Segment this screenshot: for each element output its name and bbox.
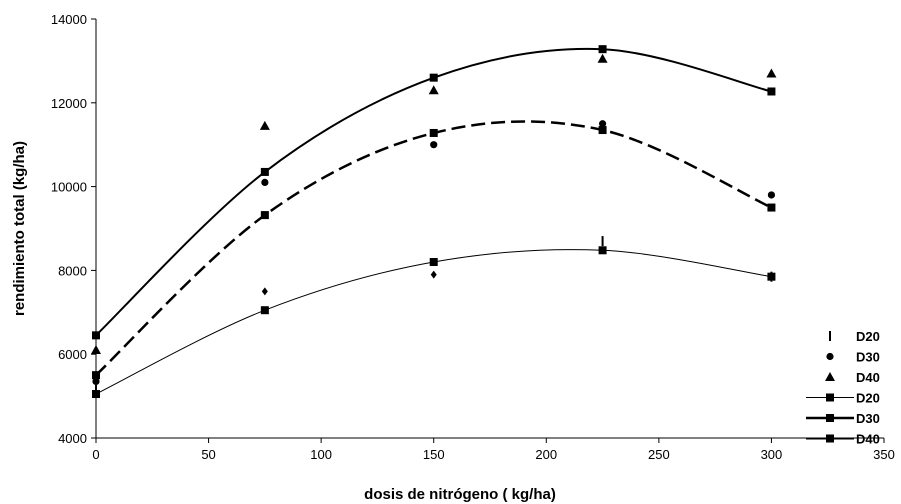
- legend: D20 D30 D40 D20 D30 D40: [806, 329, 880, 447]
- axes: [91, 18, 885, 443]
- y-tick-label: 8000: [58, 263, 87, 278]
- observed-point-d40: [766, 68, 777, 78]
- tick-labels: 0 50 100 150 200 250 300 350 4000 6000 8000 10000 12…: [51, 12, 895, 462]
- fitted-point-d40: [767, 87, 776, 96]
- legend-label: D20: [856, 391, 880, 406]
- legend-marker-d20: [826, 393, 834, 402]
- legend-marker-d30: [826, 352, 834, 361]
- x-tick-label: 0: [92, 447, 99, 462]
- observed-point-d20: [770, 271, 773, 282]
- x-tick-label: 50: [201, 447, 215, 462]
- legend-label: D30: [856, 350, 880, 365]
- observed-point-d40: [91, 345, 101, 355]
- y-tick-label: 12000: [51, 96, 87, 111]
- fitted-point-d40: [260, 167, 269, 176]
- observed-point-d20: [95, 384, 97, 395]
- fitted-curves: [92, 45, 776, 399]
- legend-label: D40: [856, 370, 880, 385]
- x-tick-label: 100: [310, 447, 332, 462]
- fitted-point-d40: [429, 73, 438, 82]
- fitted-point-d30: [429, 128, 438, 137]
- y-axis-label: rendimiento total (kg/ha): [11, 141, 28, 316]
- fitted-point-d20: [429, 258, 438, 267]
- x-tick-label: 200: [535, 447, 557, 462]
- legend-label: D40: [856, 432, 880, 447]
- observed-point-d40: [259, 120, 270, 130]
- fitted-point-d30: [92, 371, 100, 380]
- fitted-point-d30: [767, 203, 776, 212]
- x-tick-label: 150: [423, 447, 445, 462]
- x-tick-label: 300: [761, 447, 783, 462]
- observed-point-d30: [598, 120, 607, 128]
- y-tick-label: 6000: [58, 347, 87, 362]
- x-axis-label: dosis de nitrógeno ( kg/ha): [364, 486, 556, 503]
- observed-point-d30: [92, 377, 100, 386]
- observed-point-d30: [767, 191, 776, 199]
- y-tick-label: 10000: [51, 180, 87, 195]
- observed-point-d40: [428, 85, 439, 95]
- fitted-point-d40: [598, 45, 607, 54]
- legend-marker-d40: [825, 372, 835, 381]
- x-tick-label: 350: [873, 447, 895, 462]
- legend-marker-d40: [826, 434, 834, 443]
- observed-point-d20: [601, 236, 604, 247]
- legend-label: D20: [856, 329, 880, 344]
- observed-point-d20: [261, 287, 268, 296]
- observed-points: [91, 53, 777, 395]
- legend-marker-d20: [829, 331, 831, 341]
- legend-label: D30: [856, 411, 880, 426]
- observed-point-d30: [430, 141, 438, 149]
- fitted-point-d40: [92, 331, 100, 340]
- fitted-point-d30: [598, 126, 607, 135]
- y-tick-label: 4000: [58, 431, 87, 446]
- fitted-point-d30: [260, 211, 269, 220]
- y-tick-label: 14000: [51, 12, 87, 27]
- legend-marker-d30: [826, 414, 834, 422]
- x-tick-label: 250: [648, 447, 670, 462]
- fitted-point-d20: [598, 246, 607, 255]
- fitted-line-d30: [95, 120, 772, 377]
- observed-point-d20: [430, 270, 437, 279]
- fitted-point-d20: [260, 306, 269, 315]
- observed-point-d40: [597, 53, 608, 63]
- observed-point-d30: [261, 178, 269, 187]
